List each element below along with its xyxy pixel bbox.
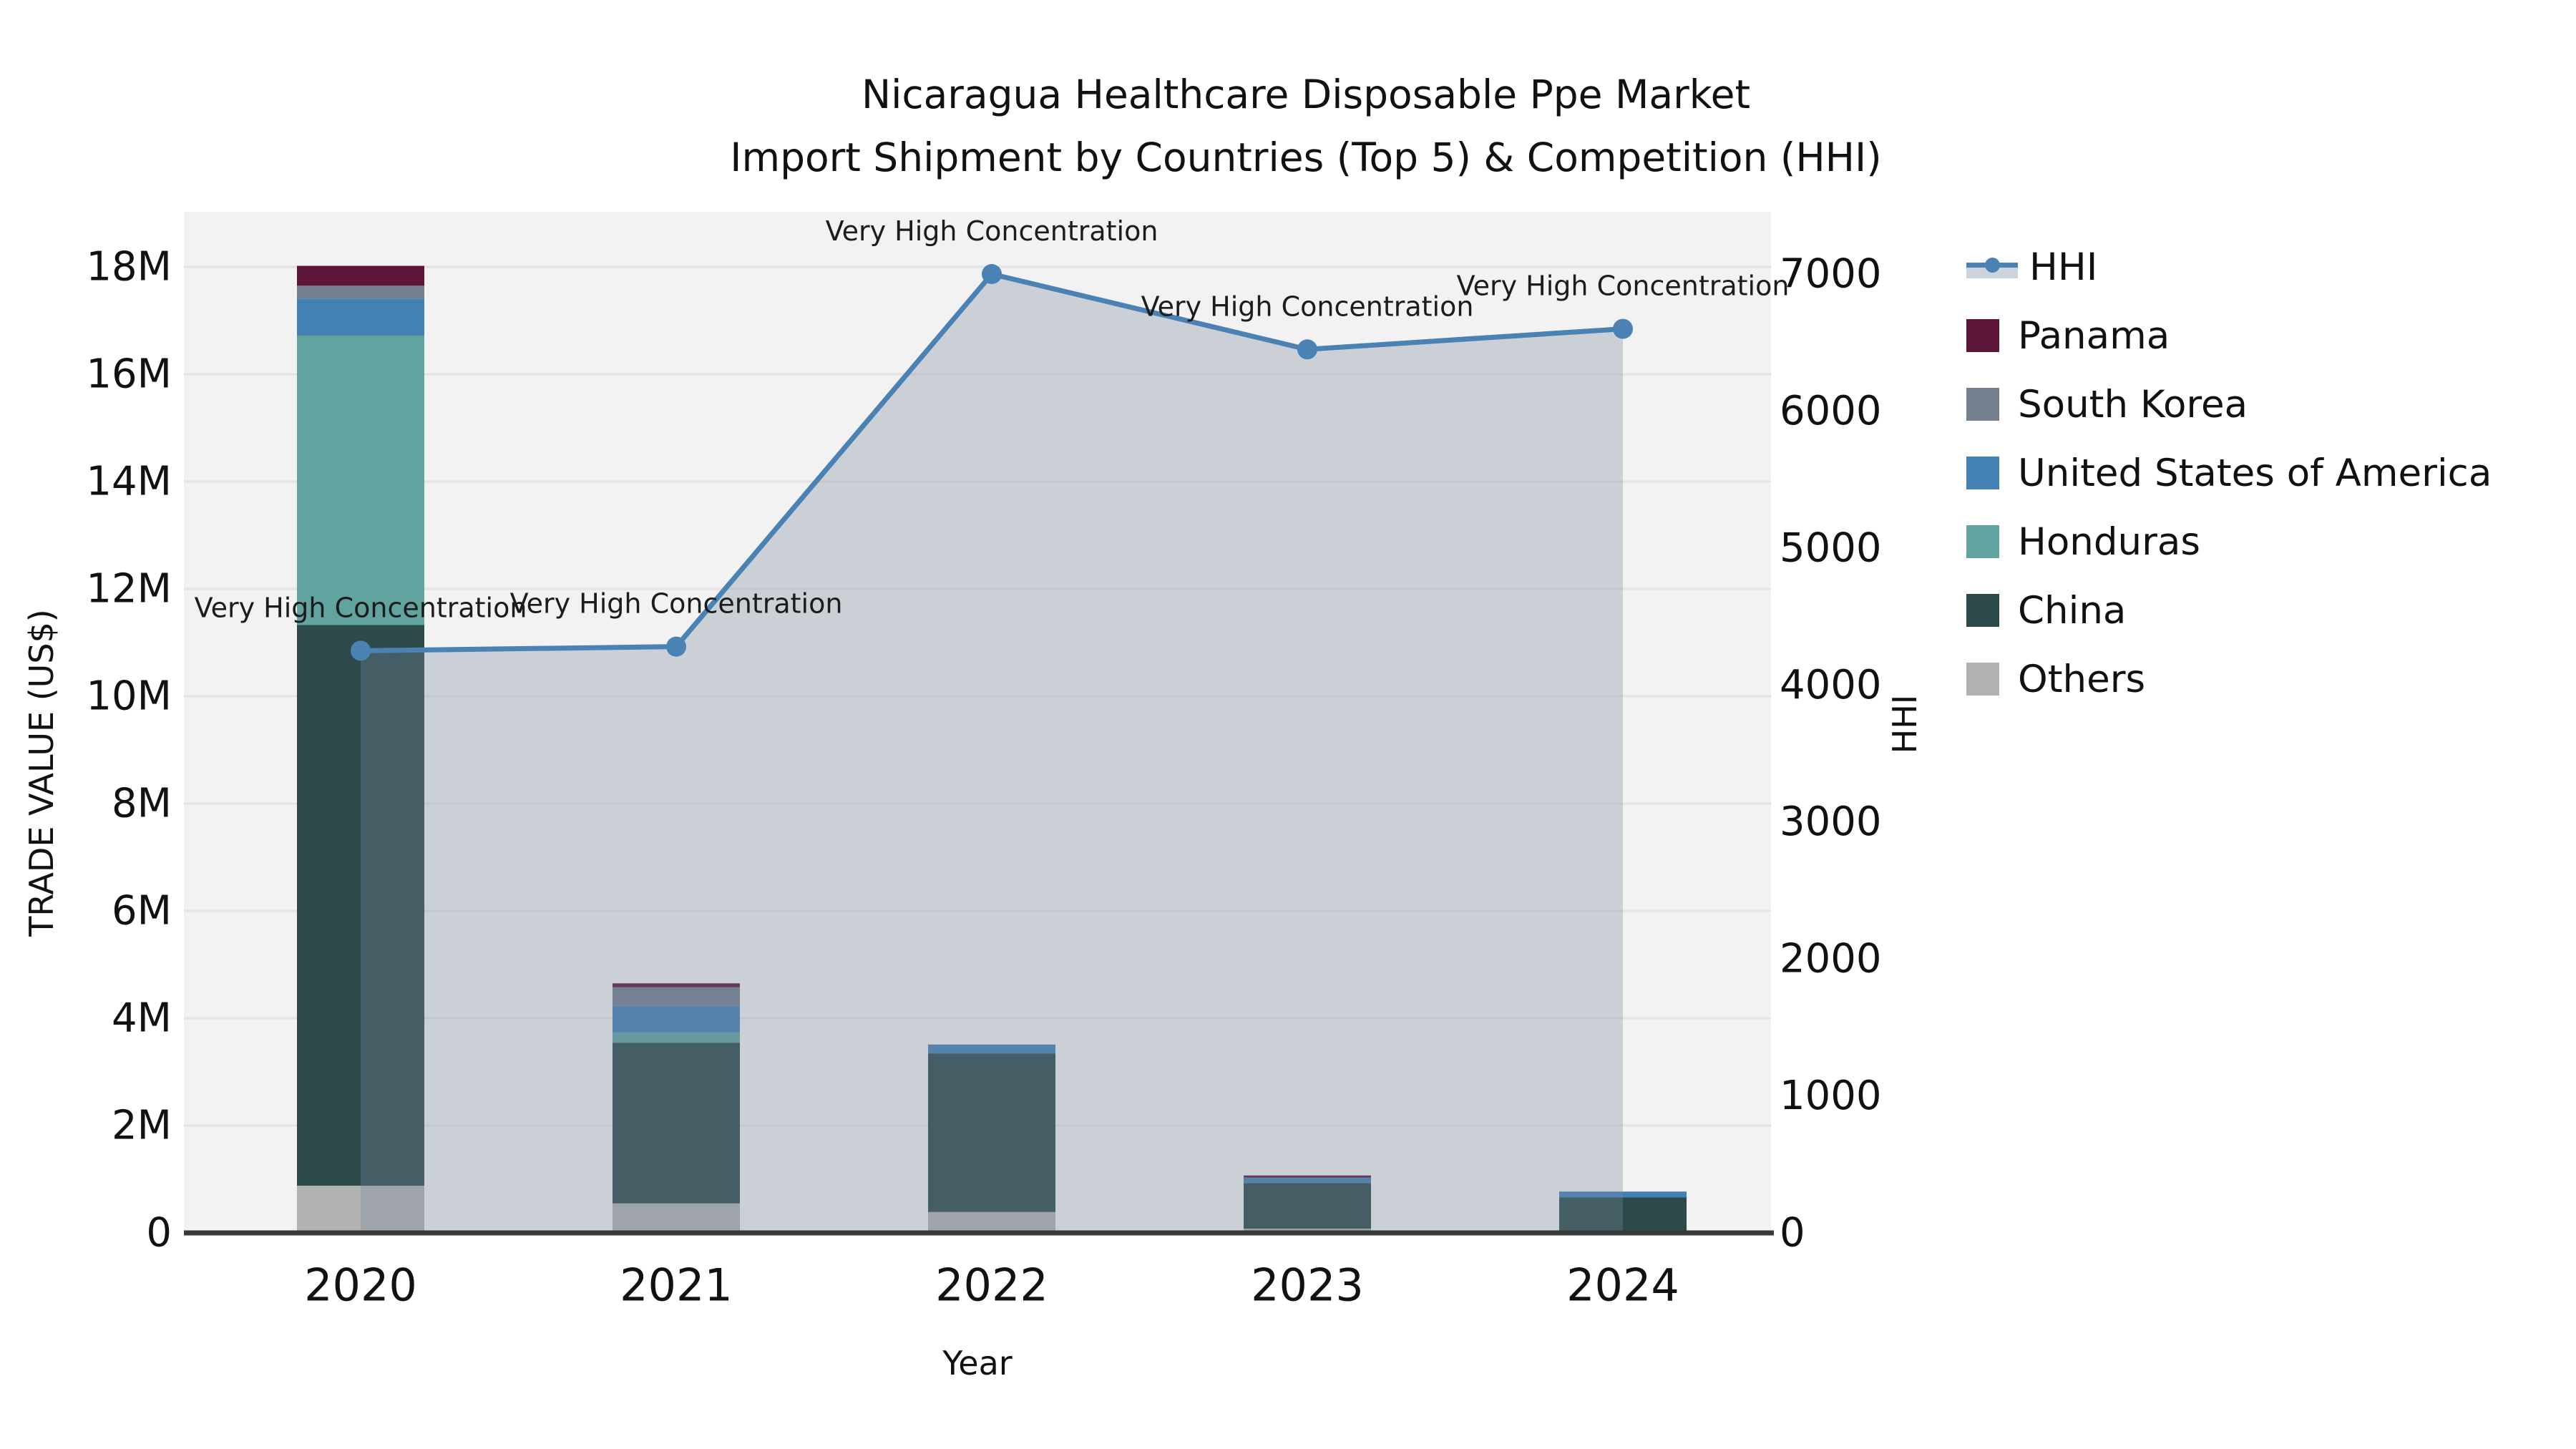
hhi-point-2023 — [1297, 339, 1317, 360]
bar-segment-united-states-of-america-2022 — [928, 1044, 1055, 1054]
bar-segment-china-2023 — [1244, 1183, 1371, 1229]
y-left-axis-title: TRADE VALUE (US$) — [22, 609, 61, 937]
legend-item-panama: Panama — [1966, 301, 2492, 370]
legend-swatch-icon — [1966, 388, 1999, 421]
legend-item-china: China — [1966, 576, 2492, 645]
bar-segment-china-2024 — [1559, 1197, 1687, 1231]
y-right-tick-4000: 4000 — [1780, 662, 1882, 708]
x-tick-2022: 2022 — [935, 1259, 1048, 1312]
annotation-2023: Very High Concentration — [1141, 291, 1474, 322]
chart-title-line2: Import Shipment by Countries (Top 5) & C… — [730, 135, 1882, 180]
y-left-tick-6M: 6M — [112, 888, 172, 935]
y-right-tick-0: 0 — [1780, 1210, 1805, 1257]
legend-item-south-korea: South Korea — [1966, 370, 2492, 439]
hhi-point-2020 — [351, 640, 371, 661]
legend-swatch-icon — [1966, 525, 1999, 558]
legend-label: United States of America — [2018, 451, 2492, 495]
y-left-tick-4M: 4M — [112, 995, 172, 1042]
legend-label: HHI — [2029, 245, 2098, 289]
y-right-tick-7000: 7000 — [1780, 251, 1882, 298]
y-right-tick-6000: 6000 — [1780, 388, 1882, 434]
bar-segment-others-2022 — [928, 1211, 1055, 1233]
legend-item-hhi: HHI — [1966, 233, 2492, 301]
chart-title: Nicaragua Healthcare Disposable Ppe Mark… — [730, 63, 1881, 189]
y-right-tick-1000: 1000 — [1780, 1073, 1882, 1119]
y-left-tick-14M: 14M — [86, 459, 172, 505]
y-left-tick-16M: 16M — [86, 351, 172, 398]
hhi-line-marker-icon — [1966, 255, 2018, 278]
bar-segment-south-korea-2021 — [613, 987, 740, 1006]
hhi-point-2022 — [982, 264, 1002, 284]
legend-swatch-icon — [1966, 457, 1999, 489]
bar-segment-others-2021 — [613, 1203, 740, 1233]
bar-segment-united-states-of-america-2020 — [297, 298, 424, 336]
annotation-2021: Very High Concentration — [510, 588, 843, 620]
bar-segment-panama-2021 — [613, 983, 740, 987]
legend-label: Panama — [2018, 313, 2170, 358]
y-left-tick-2M: 2M — [112, 1103, 172, 1149]
bar-segment-united-states-of-america-2023 — [1244, 1177, 1371, 1184]
bar-segment-united-states-of-america-2024 — [1559, 1191, 1687, 1198]
bar-segment-others-2020 — [297, 1186, 424, 1233]
bar-segment-honduras-2020 — [297, 336, 424, 625]
legend-label: Others — [2018, 657, 2146, 701]
y-right-axis-title: HHI — [1885, 694, 1924, 754]
y-right-tick-3000: 3000 — [1780, 799, 1882, 845]
y-left-tick-12M: 12M — [86, 566, 172, 613]
x-tick-2020: 2020 — [304, 1259, 417, 1312]
legend-label: China — [2018, 588, 2127, 633]
legend-item-honduras: Honduras — [1966, 507, 2492, 576]
y-right-tick-5000: 5000 — [1780, 525, 1882, 571]
chart-title-line1: Nicaragua Healthcare Disposable Ppe Mark… — [861, 72, 1751, 117]
x-axis-title: Year — [942, 1344, 1013, 1382]
y-left-tick-18M: 18M — [86, 244, 172, 291]
annotation-2022: Very High Concentration — [826, 215, 1158, 247]
y-left-tick-0: 0 — [146, 1210, 172, 1257]
bar-segment-china-2021 — [613, 1043, 740, 1204]
bar-segment-south-korea-2020 — [297, 286, 424, 299]
legend-label: South Korea — [2018, 382, 2248, 426]
bar-segment-china-2022 — [928, 1053, 1055, 1212]
bar-segment-panama-2020 — [297, 265, 424, 286]
legend-item-united-states-of-america: United States of America — [1966, 439, 2492, 507]
x-tick-2021: 2021 — [620, 1259, 733, 1312]
legend: HHI Panama South Korea United States of Ame… — [1966, 233, 2492, 713]
hhi-point-2021 — [666, 636, 686, 657]
bar-segment-honduras-2021 — [613, 1032, 740, 1043]
legend-swatch-icon — [1966, 663, 1999, 696]
bar-segment-united-states-of-america-2021 — [613, 1005, 740, 1033]
x-tick-2024: 2024 — [1566, 1259, 1679, 1312]
bar-segment-china-2020 — [297, 625, 424, 1186]
y-right-tick-2000: 2000 — [1780, 936, 1882, 982]
y-left-tick-8M: 8M — [112, 781, 172, 827]
bar-segment-panama-2023 — [1244, 1175, 1371, 1178]
annotation-2024: Very High Concentration — [1457, 270, 1790, 302]
legend-item-others: Others — [1966, 645, 2492, 713]
hhi-area-fill — [361, 274, 1623, 1233]
y-left-tick-10M: 10M — [86, 673, 172, 720]
annotation-2020: Very High Concentration — [195, 592, 527, 623]
legend-label: Honduras — [2018, 519, 2200, 564]
legend-swatch-icon — [1966, 319, 1999, 352]
x-tick-2023: 2023 — [1251, 1259, 1364, 1312]
legend-swatch-icon — [1966, 594, 1999, 627]
hhi-point-2024 — [1613, 318, 1633, 339]
